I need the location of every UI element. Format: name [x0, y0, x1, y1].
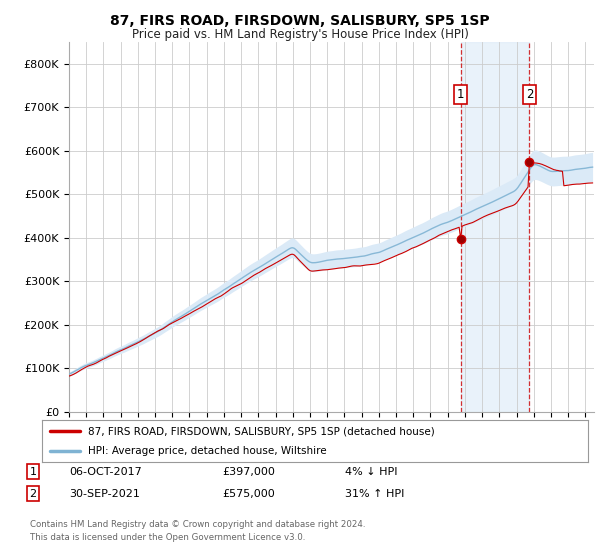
- Text: Price paid vs. HM Land Registry's House Price Index (HPI): Price paid vs. HM Land Registry's House …: [131, 28, 469, 41]
- Text: 30-SEP-2021: 30-SEP-2021: [69, 489, 140, 499]
- Text: 4% ↓ HPI: 4% ↓ HPI: [345, 466, 398, 477]
- Bar: [461, 42, 529, 412]
- Text: 06-OCT-2017: 06-OCT-2017: [69, 466, 142, 477]
- Text: 87, FIRS ROAD, FIRSDOWN, SALISBURY, SP5 1SP (detached house): 87, FIRS ROAD, FIRSDOWN, SALISBURY, SP5 …: [88, 426, 435, 436]
- Text: 2: 2: [526, 88, 533, 101]
- Text: 87, FIRS ROAD, FIRSDOWN, SALISBURY, SP5 1SP: 87, FIRS ROAD, FIRSDOWN, SALISBURY, SP5 …: [110, 14, 490, 28]
- Text: 2: 2: [29, 489, 37, 499]
- Text: 1: 1: [457, 88, 464, 101]
- Text: HPI: Average price, detached house, Wiltshire: HPI: Average price, detached house, Wilt…: [88, 446, 327, 456]
- Text: Contains HM Land Registry data © Crown copyright and database right 2024.: Contains HM Land Registry data © Crown c…: [30, 520, 365, 529]
- Text: 1: 1: [29, 466, 37, 477]
- Text: £397,000: £397,000: [222, 466, 275, 477]
- Text: This data is licensed under the Open Government Licence v3.0.: This data is licensed under the Open Gov…: [30, 533, 305, 542]
- Text: £575,000: £575,000: [222, 489, 275, 499]
- Text: 31% ↑ HPI: 31% ↑ HPI: [345, 489, 404, 499]
